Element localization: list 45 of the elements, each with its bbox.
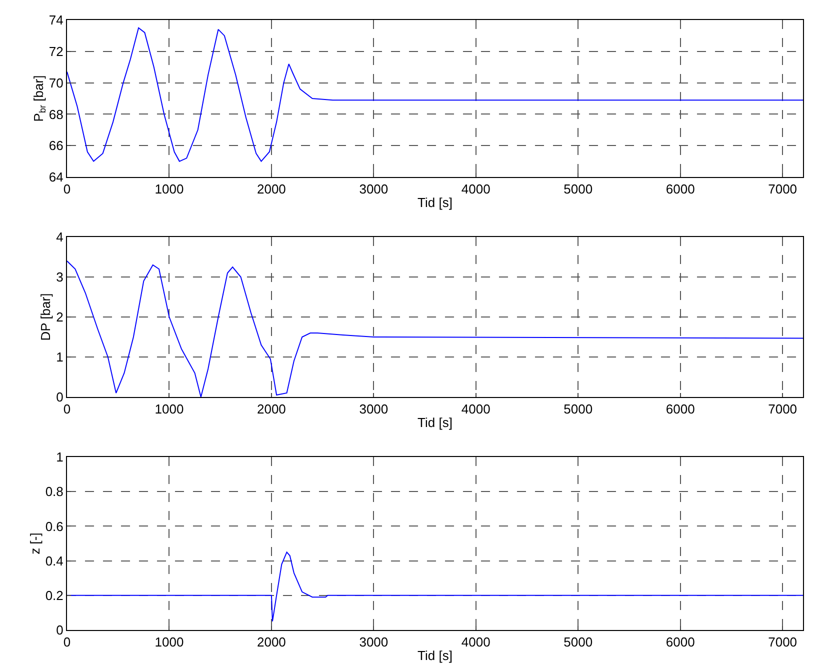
x-axis-title: Tid [s] (418, 648, 452, 664)
x-axis-title: Tid [s] (418, 195, 452, 210)
y-tick-label: 64 (48, 170, 64, 185)
x-tick-label: 6000 (666, 634, 695, 650)
x-tick-label: 4000 (461, 402, 490, 417)
y-tick-label: 0.2 (45, 588, 64, 603)
x-tick-label: 1000 (154, 402, 184, 417)
x-tick-label: 5000 (564, 182, 593, 197)
y-tick-label: 0 (56, 390, 64, 405)
x-tick-label: 3000 (359, 182, 388, 197)
x-tick-label: 7000 (768, 402, 798, 417)
y-tick-label: 0.8 (45, 484, 64, 500)
y-tick-label: 0.4 (45, 553, 64, 568)
x-tick-label: 4000 (461, 182, 490, 197)
y-tick-label: 68 (48, 106, 64, 122)
y-tick-label: 72 (48, 44, 64, 59)
y-axis-title: DP [bar] (38, 293, 54, 341)
x-tick-label: 1000 (154, 182, 184, 197)
y-tick-label: 2 (56, 310, 64, 325)
x-tick-label: 3000 (359, 402, 388, 417)
y-tick-label: 4 (56, 230, 64, 245)
y-tick-label: 66 (48, 138, 64, 154)
y-tick-label: 1 (56, 450, 64, 465)
x-tick-label: 2000 (256, 402, 286, 417)
x-axis-title: Tid [s] (418, 415, 452, 430)
x-tick-label: 5000 (564, 402, 593, 417)
y-tick-label: 3 (56, 270, 64, 285)
x-tick-label: 5000 (564, 634, 593, 650)
y-tick-label: 74 (48, 12, 64, 28)
x-tick-label: 2000 (256, 634, 286, 650)
y-tick-label: 1 (56, 350, 64, 365)
x-tick-label: 1000 (154, 634, 184, 650)
x-tick-label: 2000 (256, 182, 286, 197)
y-tick-label: 0 (56, 622, 64, 638)
x-tick-label: 6000 (666, 182, 695, 197)
y-tick-label: 0.6 (45, 518, 64, 534)
x-tick-label: 6000 (666, 402, 695, 417)
x-tick-label: 7000 (768, 182, 798, 197)
x-tick-label: 4000 (461, 634, 490, 650)
x-tick-label: 7000 (768, 634, 798, 650)
line-series (67, 260, 803, 397)
x-tick-label: 3000 (359, 634, 388, 650)
y-axis-title: z [-] (27, 532, 42, 554)
y-tick-label: 70 (48, 75, 64, 90)
line-series (67, 27, 803, 162)
